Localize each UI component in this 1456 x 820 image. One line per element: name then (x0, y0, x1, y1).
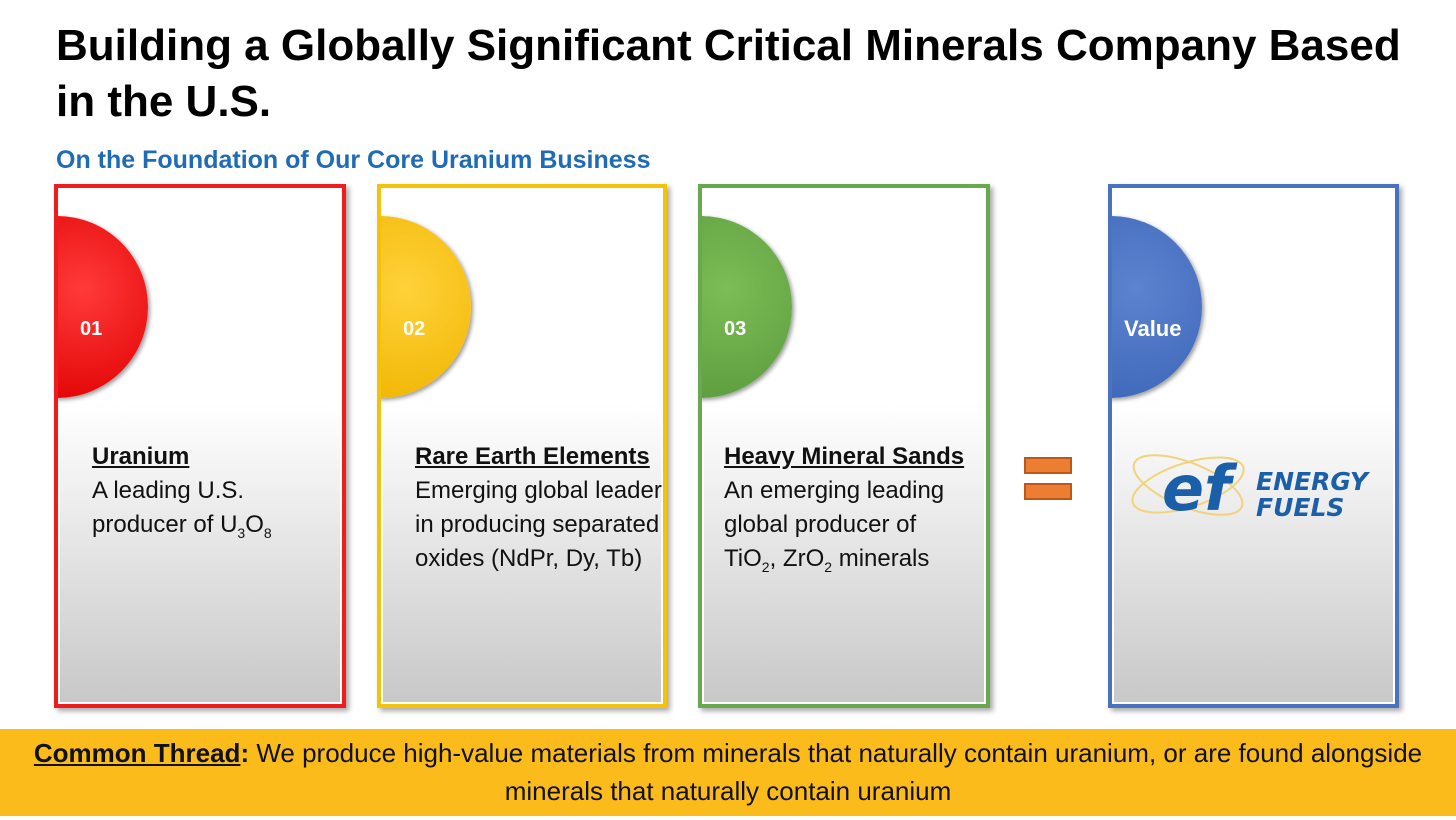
hms-minerals: minerals (832, 545, 930, 572)
heavy-mineral-sands-heading: Heavy Mineral Sands (724, 443, 965, 470)
hms-line-1: An emerging leading global producer of (724, 477, 945, 538)
heavy-mineral-sands-description: An emerging leading global producer of T… (724, 474, 986, 576)
page-subtitle: On the Foundation of Our Core Uranium Bu… (56, 146, 651, 174)
logo-line-1: ENERGY (1256, 467, 1371, 496)
hms-zro: , ZrO (769, 545, 825, 572)
value-label: Value (1124, 316, 1182, 341)
common-thread-text: We produce high-value materials from min… (249, 738, 1423, 806)
page-title: Building a Globally Significant Critical… (56, 21, 1401, 126)
common-thread-label: Common Thread (33, 738, 241, 768)
uranium-subscript-3: 3 (237, 525, 246, 541)
equals-sign-bottom-bar (1024, 483, 1072, 500)
hms-tio-subscript: 2 (761, 559, 770, 575)
hms-zro-subscript: 2 (824, 559, 833, 575)
card-tab-03: 03 (702, 216, 792, 398)
heavy-mineral-sands-card-content: Heavy Mineral Sands An emerging leading … (724, 440, 986, 576)
uranium-card-content: Uranium A leading U.S. producer of U3O8 (92, 440, 342, 542)
uranium-heading: Uranium (92, 443, 190, 470)
logo-mark-text: ef (1162, 452, 1238, 525)
card-number-01: 01 (80, 318, 103, 340)
logo-line-2: FUELS (1256, 493, 1344, 522)
common-thread-banner: Common Thread: We produce high-value mat… (0, 729, 1456, 816)
hms-tio: TiO (724, 545, 762, 572)
common-thread-colon: : (240, 738, 250, 768)
card-tab-02: 02 (381, 216, 471, 398)
rare-earth-card-content: Rare Earth Elements Emerging global lead… (415, 440, 663, 576)
uranium-line-1: A leading U.S. (92, 477, 245, 504)
value-card: Value ef ENERGY FUELS (1108, 184, 1399, 708)
uranium-oxygen: O (245, 511, 264, 538)
equals-sign-top-bar (1024, 457, 1072, 474)
uranium-card: 01 Uranium A leading U.S. producer of U3… (54, 184, 346, 708)
uranium-line-2: producer of U (92, 511, 238, 538)
rare-earth-description: Emerging global leader in producing sepa… (415, 477, 662, 572)
energy-fuels-logo: ef ENERGY FUELS (1131, 452, 1371, 525)
card-number-02: 02 (403, 318, 426, 340)
value-tab: Value (1112, 216, 1202, 398)
uranium-description: A leading U.S. producer of U3O8 (92, 474, 342, 542)
rare-earth-card: 02 Rare Earth Elements Emerging global l… (377, 184, 667, 708)
heavy-mineral-sands-card: 03 Heavy Mineral Sands An emerging leadi… (698, 184, 990, 708)
uranium-subscript-8: 8 (263, 525, 272, 541)
card-tab-01: 01 (58, 216, 148, 398)
card-number-03: 03 (724, 318, 747, 340)
rare-earth-heading: Rare Earth Elements (415, 443, 650, 470)
